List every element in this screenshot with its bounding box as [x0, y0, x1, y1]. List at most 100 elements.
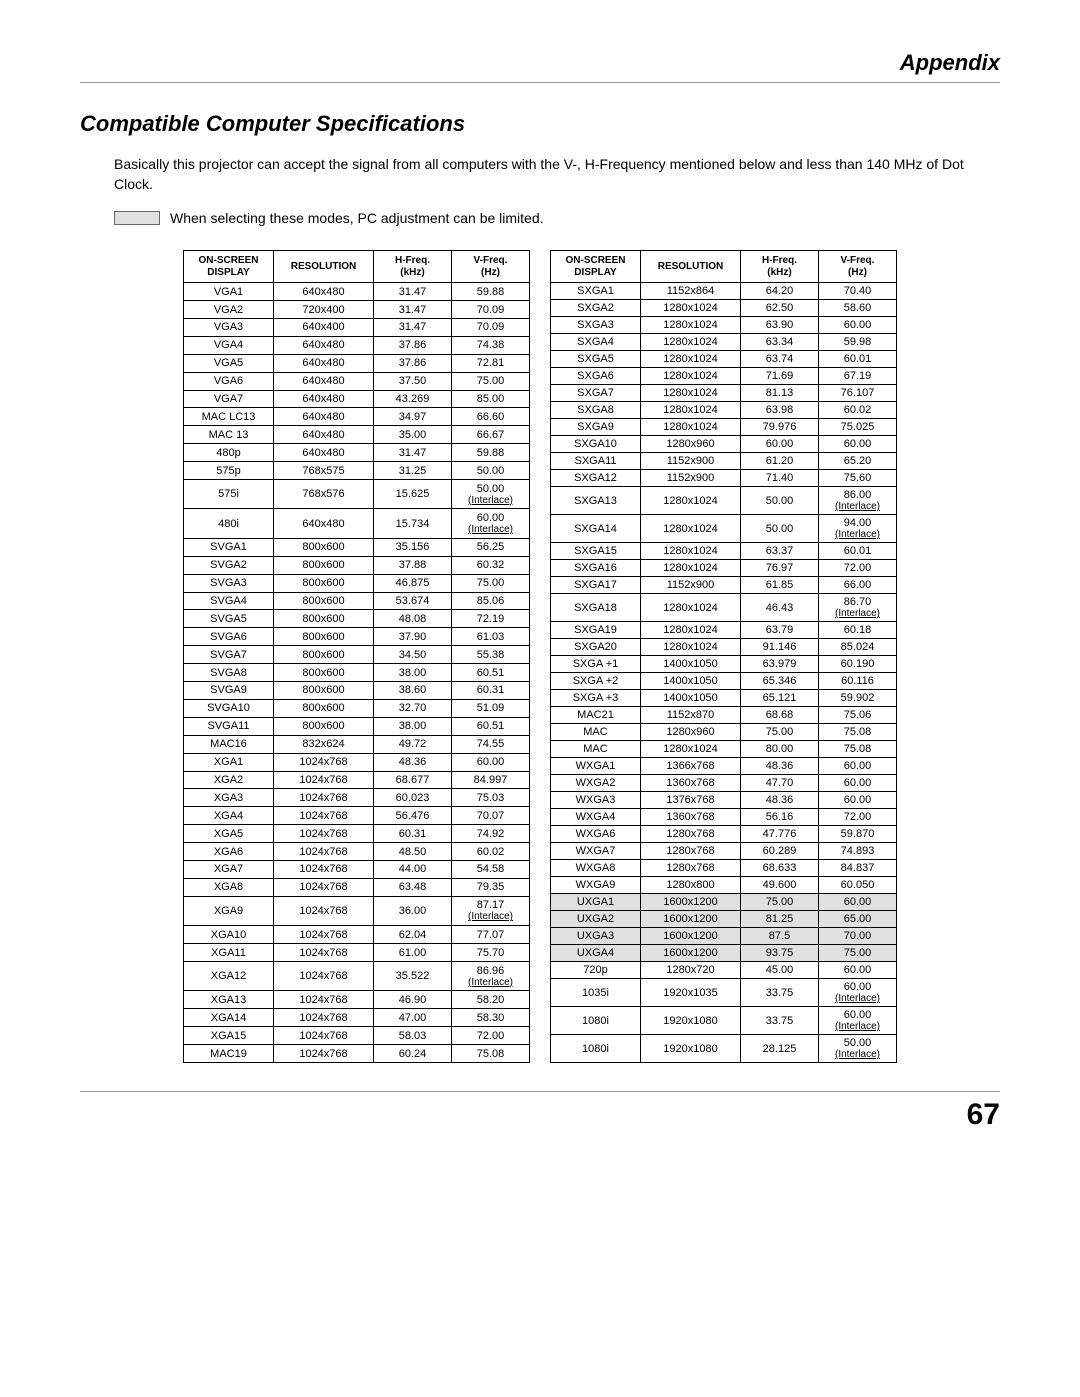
cell-h: 63.37 — [741, 543, 819, 560]
cell-r: 640x480 — [274, 336, 374, 354]
table-row: VGA6640x48037.5075.00 — [184, 372, 530, 390]
cell-r: 1400x1050 — [641, 656, 741, 673]
cell-v: 66.60 — [452, 408, 530, 426]
table-row: UXGA21600x120081.2565.00 — [551, 911, 897, 928]
cell-r: 1600x1200 — [641, 911, 741, 928]
cell-v: 60.050 — [819, 877, 897, 894]
table-row: VGA3640x40031.4770.09 — [184, 318, 530, 336]
table-row: XGA111024x76861.0075.70 — [184, 944, 530, 962]
cell-r: 1152x870 — [641, 707, 741, 724]
cell-d: SVGA7 — [184, 646, 274, 664]
cell-v: 75.00 — [452, 372, 530, 390]
cell-r: 800x600 — [274, 574, 374, 592]
cell-r: 800x600 — [274, 682, 374, 700]
cell-h: 34.50 — [374, 646, 452, 664]
cell-v: 74.55 — [452, 735, 530, 753]
cell-v: 50.00(Interlace) — [819, 1035, 897, 1063]
cell-v: 60.51 — [452, 717, 530, 735]
cell-d: XGA4 — [184, 807, 274, 825]
cell-v: 72.00 — [819, 809, 897, 826]
cell-r: 1024x768 — [274, 771, 374, 789]
cell-v: 70.40 — [819, 283, 897, 300]
cell-r: 800x600 — [274, 646, 374, 664]
table-row: SXGA111152x90061.2065.20 — [551, 453, 897, 470]
table-row: XGA151024x76858.0372.00 — [184, 1027, 530, 1045]
cell-r: 1280x1024 — [641, 351, 741, 368]
cell-h: 47.00 — [374, 1009, 452, 1027]
table-row: MAC191024x76860.2475.08 — [184, 1045, 530, 1063]
cell-h: 38.60 — [374, 682, 452, 700]
cell-r: 832x624 — [274, 735, 374, 753]
cell-d: SVGA9 — [184, 682, 274, 700]
cell-d: SVGA4 — [184, 592, 274, 610]
cell-r: 1280x960 — [641, 436, 741, 453]
cell-d: MAC16 — [184, 735, 274, 753]
cell-v: 60.00 — [452, 753, 530, 771]
cell-h: 62.04 — [374, 926, 452, 944]
cell-d: WXGA6 — [551, 826, 641, 843]
cell-h: 63.48 — [374, 878, 452, 896]
cell-h: 48.08 — [374, 610, 452, 628]
cell-h: 63.98 — [741, 402, 819, 419]
cell-h: 71.40 — [741, 470, 819, 487]
cell-r: 1152x900 — [641, 453, 741, 470]
cell-h: 53.674 — [374, 592, 452, 610]
cell-v: 60.00 — [819, 962, 897, 979]
table-row: SXGA191280x102463.7960.18 — [551, 622, 897, 639]
col-header: RESOLUTION — [641, 251, 741, 283]
col-header: H-Freq.(kHz) — [741, 251, 819, 283]
cell-r: 1600x1200 — [641, 928, 741, 945]
table-row: MAC211152x87068.6875.06 — [551, 707, 897, 724]
table-row: WXGA81280x76868.63384.837 — [551, 860, 897, 877]
cell-h: 60.00 — [741, 436, 819, 453]
cell-r: 1280x1024 — [641, 385, 741, 402]
cell-r: 1600x1200 — [641, 894, 741, 911]
cell-d: SXGA7 — [551, 385, 641, 402]
cell-r: 1280x1024 — [641, 622, 741, 639]
cell-h: 48.50 — [374, 843, 452, 861]
spec-table-left: ON-SCREENDISPLAYRESOLUTIONH-Freq.(kHz)V-… — [183, 250, 530, 1063]
cell-r: 1280x1024 — [641, 368, 741, 385]
table-row: SXGA161280x102476.9772.00 — [551, 560, 897, 577]
cell-v: 60.00(Interlace) — [452, 509, 530, 538]
cell-d: WXGA4 — [551, 809, 641, 826]
cell-d: SXGA16 — [551, 560, 641, 577]
table-row: WXGA11366x76848.3660.00 — [551, 758, 897, 775]
table-row: SXGA81280x102463.9860.02 — [551, 402, 897, 419]
table-row: SVGA2800x60037.8860.32 — [184, 556, 530, 574]
cell-r: 1280x1024 — [641, 487, 741, 515]
table-row: WXGA61280x76847.77659.870 — [551, 826, 897, 843]
table-row: SXGA121152x90071.4075.60 — [551, 470, 897, 487]
cell-v: 67.19 — [819, 368, 897, 385]
cell-d: VGA3 — [184, 318, 274, 336]
cell-v: 58.20 — [452, 991, 530, 1009]
cell-h: 44.00 — [374, 860, 452, 878]
cell-v: 50.00(Interlace) — [452, 479, 530, 508]
cell-d: SXGA +2 — [551, 673, 641, 690]
cell-v: 77.07 — [452, 926, 530, 944]
table-row: 575i768x57615.62550.00(Interlace) — [184, 479, 530, 508]
cell-v: 75.06 — [819, 707, 897, 724]
table-row: SXGA41280x102463.3459.98 — [551, 334, 897, 351]
table-row: SVGA9800x60038.6060.31 — [184, 682, 530, 700]
cell-v: 60.00 — [819, 894, 897, 911]
cell-r: 768x576 — [274, 479, 374, 508]
cell-v: 50.00 — [452, 462, 530, 480]
cell-r: 1360x768 — [641, 775, 741, 792]
cell-r: 1024x768 — [274, 789, 374, 807]
cell-d: SVGA1 — [184, 538, 274, 556]
cell-v: 60.00 — [819, 758, 897, 775]
cell-d: UXGA1 — [551, 894, 641, 911]
cell-v: 70.07 — [452, 807, 530, 825]
col-header: V-Freq.(Hz) — [819, 251, 897, 283]
cell-h: 43.269 — [374, 390, 452, 408]
cell-h: 35.156 — [374, 538, 452, 556]
table-row: VGA5640x48037.8672.81 — [184, 354, 530, 372]
cell-d: SXGA4 — [551, 334, 641, 351]
cell-v: 60.00(Interlace) — [819, 1007, 897, 1035]
table-row: 480i640x48015.73460.00(Interlace) — [184, 509, 530, 538]
cell-d: VGA2 — [184, 301, 274, 319]
cell-h: 61.20 — [741, 453, 819, 470]
cell-h: 31.25 — [374, 462, 452, 480]
cell-d: SVGA10 — [184, 699, 274, 717]
